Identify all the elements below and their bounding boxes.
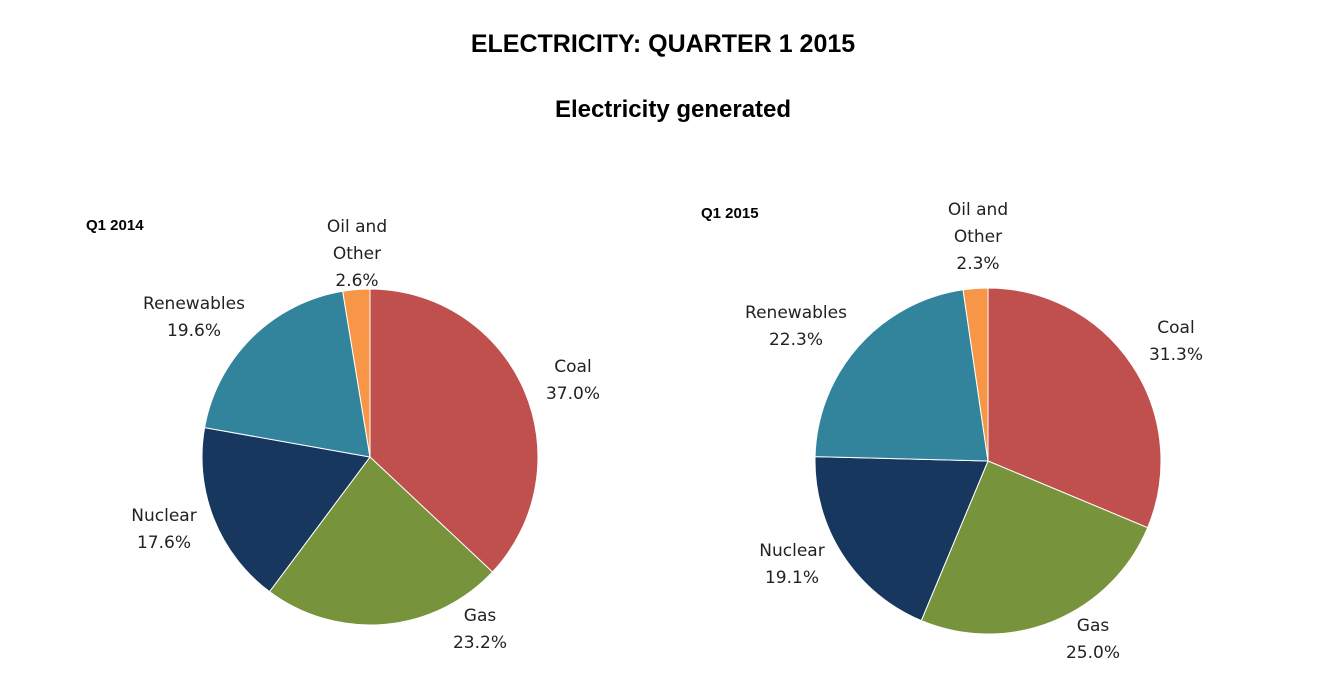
data-label-gas: Gas 25.0% [1066, 616, 1120, 663]
data-label-renewables: Renewables 22.3% [745, 303, 847, 350]
data-label-gas: Gas 23.2% [453, 606, 507, 653]
slice-coal [987, 287, 1162, 529]
data-label-nuclear: Nuclear 19.1% [759, 541, 824, 588]
slice-oil-and-other [342, 288, 371, 458]
page-title: ELECTRICITY: QUARTER 1 2015 [470, 30, 856, 58]
slice-renewables [814, 289, 989, 462]
slice-nuclear [814, 456, 989, 622]
slice-gas [920, 460, 1149, 635]
chart-title-q1-2015: Q1 2015 [701, 205, 759, 222]
pie-q1-2015: Coal 31.3% Gas 25.0% Nuclear 19.1% Renewables 2… [745, 200, 1203, 663]
data-label-oil-and-other: Oil and Other 2.3% [948, 200, 1008, 274]
data-label-coal: Coal 37.0% [546, 357, 600, 404]
slice-renewables [204, 290, 371, 458]
pie-q1-2014: Coal 37.0% Gas 23.2% Nuclear 17.6% Renewables 1… [131, 217, 600, 653]
slice-nuclear [201, 427, 371, 593]
data-label-nuclear: Nuclear 17.6% [131, 506, 196, 553]
page-subtitle: Electricity generated [554, 96, 792, 123]
data-label-coal: Coal 31.3% [1149, 318, 1203, 365]
data-label-renewables: Renewables 19.6% [143, 294, 245, 341]
chart-title-q1-2014: Q1 2014 [86, 217, 144, 234]
slice-oil-and-other [962, 287, 989, 462]
slice-coal [369, 288, 539, 573]
slice-gas [268, 456, 494, 626]
data-label-oil-and-other: Oil and Other 2.6% [327, 217, 387, 291]
